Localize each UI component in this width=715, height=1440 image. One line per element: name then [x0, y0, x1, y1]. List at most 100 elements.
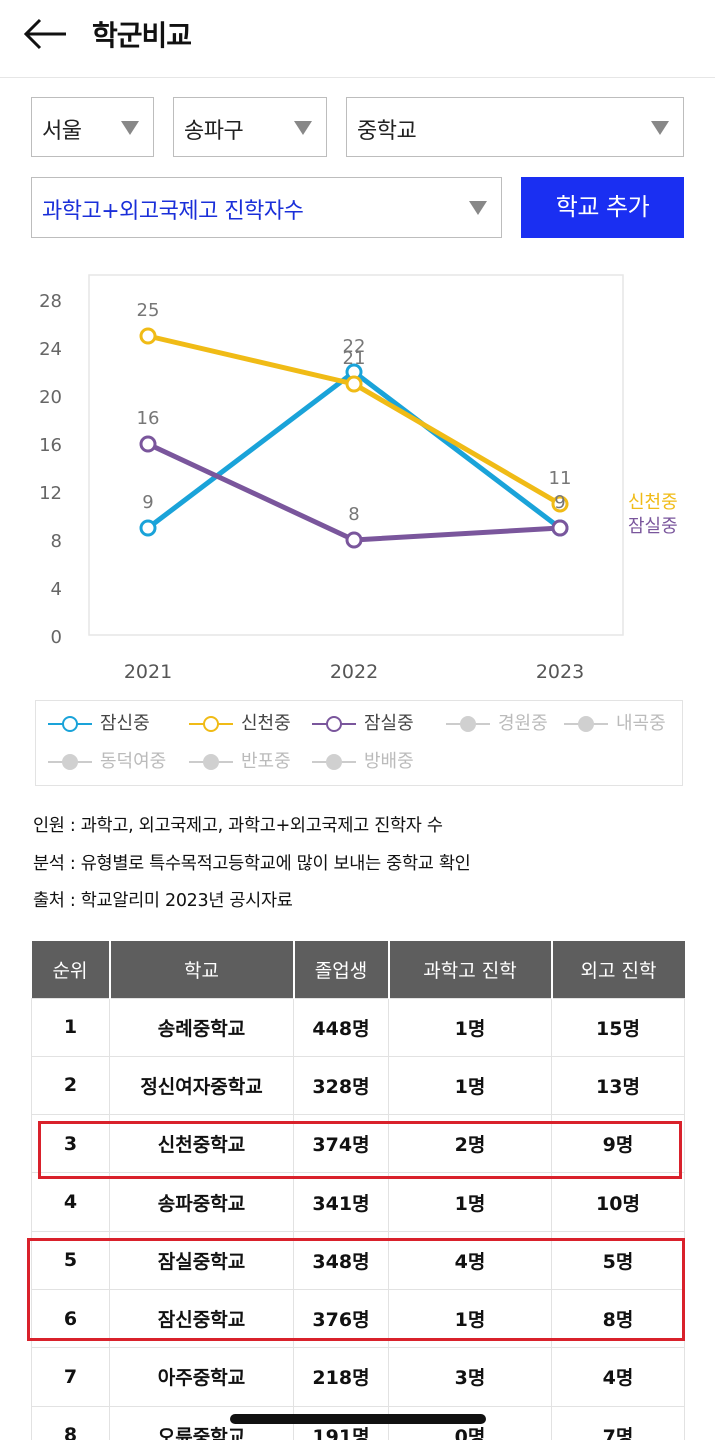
graduates-cell: 328명 — [293, 1055, 389, 1116]
y-tick-label: 20 — [39, 387, 62, 408]
foreign-cell: 10명 — [551, 1172, 685, 1232]
data-label: 9 — [142, 492, 153, 513]
note-analysis: 분석 : 유형별로 특수목적고등학교에 많이 보내는 중학교 확인 — [33, 854, 471, 874]
table-row[interactable]: 1 송례중학교 448명 1명 15명 — [31, 997, 685, 1057]
table-row[interactable]: 2 정신여자중학교 328명 1명 13명 — [31, 1055, 685, 1116]
y-tick-label: 4 — [51, 579, 62, 600]
dropdown-arrow-icon — [469, 201, 487, 215]
legend-label: 신천중 — [241, 713, 291, 734]
foreign-cell: 7명 — [551, 1405, 685, 1440]
line-chart: 0 4 8 12 16 20 24 28 2021 2022 2023 9 22 9 25 21 11 16 8 신천… — [39, 274, 678, 683]
y-tick-label: 8 — [51, 531, 62, 552]
science-cell: 1명 — [388, 997, 552, 1057]
legend-marker-icon — [189, 754, 233, 770]
legend-label: 잠실중 — [364, 713, 414, 734]
school-cell: 아주중학교 — [109, 1347, 294, 1407]
graduates-cell: 218명 — [293, 1347, 389, 1407]
rank-cell: 1 — [31, 997, 110, 1057]
x-tick-label: 2021 — [124, 661, 172, 683]
col-foreign-header: 외고 진학 — [551, 941, 685, 998]
y-tick-label: 0 — [51, 627, 62, 648]
add-school-button[interactable]: 학교 추가 — [521, 177, 684, 238]
home-indicator[interactable] — [230, 1414, 486, 1424]
foreign-cell: 15명 — [551, 997, 685, 1057]
rank-cell: 8 — [31, 1405, 110, 1440]
app-header: 학군비교 — [0, 0, 715, 78]
x-tick-label: 2022 — [330, 661, 378, 683]
table-row[interactable]: 4 송파중학교 341명 1명 10명 — [31, 1172, 685, 1232]
data-label: 25 — [137, 300, 160, 321]
legend-label: 반포중 — [241, 751, 291, 772]
series-line — [146, 441, 561, 543]
legend-label: 내곡중 — [616, 713, 666, 734]
legend-label: 잠신중 — [100, 713, 150, 734]
legend-marker-icon — [48, 754, 92, 770]
end-label: 신천중 — [628, 492, 678, 513]
foreign-cell: 4명 — [551, 1347, 685, 1407]
data-point[interactable] — [345, 375, 363, 393]
table-header-row: 순위 학교 졸업생 과학고 진학 외고 진학 — [31, 941, 685, 998]
back-arrow-icon[interactable] — [22, 16, 68, 52]
highlight-box-jamsil-jamsin — [27, 1238, 685, 1341]
plot-area — [88, 274, 624, 636]
data-label: 22 — [343, 336, 366, 357]
school-cell: 송파중학교 — [109, 1172, 294, 1232]
legend-marker-icon — [312, 754, 356, 770]
data-label: 16 — [137, 408, 160, 429]
rank-cell: 7 — [31, 1347, 110, 1407]
foreign-cell: 13명 — [551, 1055, 685, 1116]
col-school-header: 학교 — [109, 941, 295, 998]
school-cell: 송례중학교 — [109, 997, 294, 1057]
metric-select[interactable]: 과학고+외고국제고 진학자수 — [31, 177, 502, 238]
data-point[interactable] — [551, 519, 569, 537]
region-select[interactable]: 서울 — [31, 97, 154, 157]
legend-label: 방배중 — [364, 751, 414, 772]
region-select-value: 서울 — [42, 119, 82, 144]
ranking-table: 순위 학교 졸업생 과학고 진학 외고 진학 1 송례중학교 448명 1명 15명 2 정… — [31, 941, 685, 1440]
school-level-select[interactable]: 중학교 — [346, 97, 684, 157]
science-cell: 1명 — [388, 1055, 552, 1116]
data-point[interactable] — [345, 531, 363, 549]
highlight-box-shincheon — [38, 1121, 682, 1179]
data-point[interactable] — [551, 495, 569, 513]
note-people: 인원 : 과학고, 외고국제고, 과학고+외고국제고 진학자 수 — [33, 816, 443, 836]
district-select[interactable]: 송파구 — [173, 97, 327, 157]
data-point[interactable] — [139, 519, 157, 537]
col-science-header: 과학고 진학 — [388, 941, 553, 998]
rank-cell: 4 — [31, 1172, 110, 1232]
table-row[interactable]: 7 아주중학교 218명 3명 4명 — [31, 1347, 685, 1407]
data-label: 11 — [549, 468, 572, 489]
school-cell: 정신여자중학교 — [109, 1055, 294, 1116]
science-cell: 3명 — [388, 1347, 552, 1407]
y-tick-label: 12 — [39, 483, 62, 504]
chart-legend: 잠신중 신천중 잠실중 경원중 내곡중 동덕여중 반포중 방배중 — [35, 700, 683, 786]
legend-label: 동덕여중 — [100, 751, 167, 772]
y-tick-label: 16 — [39, 435, 62, 456]
dropdown-arrow-icon — [121, 121, 139, 135]
rank-cell: 2 — [31, 1055, 110, 1116]
col-rank-header: 순위 — [31, 941, 111, 998]
legend-marker-icon — [48, 716, 92, 732]
data-label: 21 — [343, 348, 366, 369]
data-point[interactable] — [139, 435, 157, 453]
data-label: 8 — [348, 504, 359, 525]
district-select-value: 송파구 — [184, 119, 244, 144]
page-title: 학군비교 — [92, 19, 192, 52]
y-tick-label: 24 — [39, 339, 62, 360]
legend-marker-icon — [189, 716, 233, 732]
col-graduates-header: 졸업생 — [293, 941, 390, 998]
end-label: 잠실중 — [628, 516, 678, 537]
metric-select-value: 과학고+외고국제고 진학자수 — [42, 199, 304, 224]
graduates-cell: 448명 — [293, 997, 389, 1057]
dropdown-arrow-icon — [294, 121, 312, 135]
data-label: 9 — [554, 492, 565, 513]
legend-marker-icon — [312, 716, 356, 732]
dropdown-arrow-icon — [651, 121, 669, 135]
y-tick-label: 28 — [39, 291, 62, 312]
note-source: 출처 : 학교알리미 2023년 공시자료 — [33, 891, 293, 911]
science-cell: 1명 — [388, 1172, 552, 1232]
graduates-cell: 341명 — [293, 1172, 389, 1232]
x-tick-label: 2023 — [536, 661, 584, 683]
legend-marker-icon — [564, 716, 608, 732]
data-point[interactable] — [139, 327, 157, 345]
